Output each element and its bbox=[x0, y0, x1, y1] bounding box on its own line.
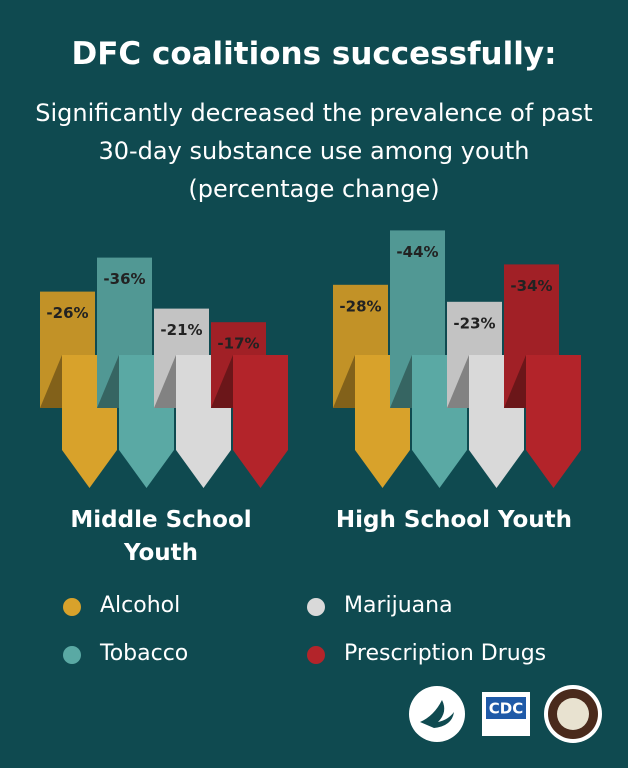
bar-fold bbox=[447, 355, 469, 408]
cdc-text: CDC bbox=[489, 700, 523, 718]
legend-label: Marijuana bbox=[344, 593, 453, 618]
value-label: -23% bbox=[453, 314, 495, 332]
hhs-eagle bbox=[420, 700, 454, 728]
chart-title: DFC coalitions successfully: bbox=[71, 36, 557, 72]
legend-swatch bbox=[63, 646, 81, 664]
bar-arrow bbox=[233, 355, 288, 488]
bar-fold bbox=[97, 355, 119, 408]
value-label: -21% bbox=[160, 321, 202, 339]
legend-label: Alcohol bbox=[100, 593, 181, 618]
bar-fold bbox=[40, 355, 62, 408]
legend-label: Prescription Drugs bbox=[344, 641, 547, 666]
value-label: -44% bbox=[396, 243, 438, 261]
value-label: -26% bbox=[46, 304, 88, 322]
value-label: -17% bbox=[217, 335, 259, 353]
legend-label: Tobacco bbox=[100, 641, 189, 666]
value-label: -28% bbox=[339, 297, 381, 315]
bar-fold bbox=[333, 355, 355, 408]
bar-fold bbox=[211, 355, 233, 408]
x-category-label: High School Youth bbox=[335, 507, 573, 533]
cdc-box bbox=[486, 697, 526, 719]
x-category-label: Middle School Youth bbox=[70, 507, 252, 566]
legend-swatch bbox=[307, 598, 325, 616]
chart-subtitle: Significantly decreased the prevalence o… bbox=[35, 99, 593, 203]
bar-fold bbox=[504, 355, 526, 408]
bar-arrow bbox=[526, 355, 581, 488]
value-label: -34% bbox=[510, 277, 552, 295]
legend-swatch bbox=[63, 598, 81, 616]
value-label: -36% bbox=[103, 270, 145, 288]
seal-center bbox=[557, 698, 589, 730]
logos: CDC bbox=[409, 685, 602, 743]
bar-fold bbox=[390, 355, 412, 408]
bar-fold bbox=[154, 355, 176, 408]
legend-swatch bbox=[307, 646, 325, 664]
